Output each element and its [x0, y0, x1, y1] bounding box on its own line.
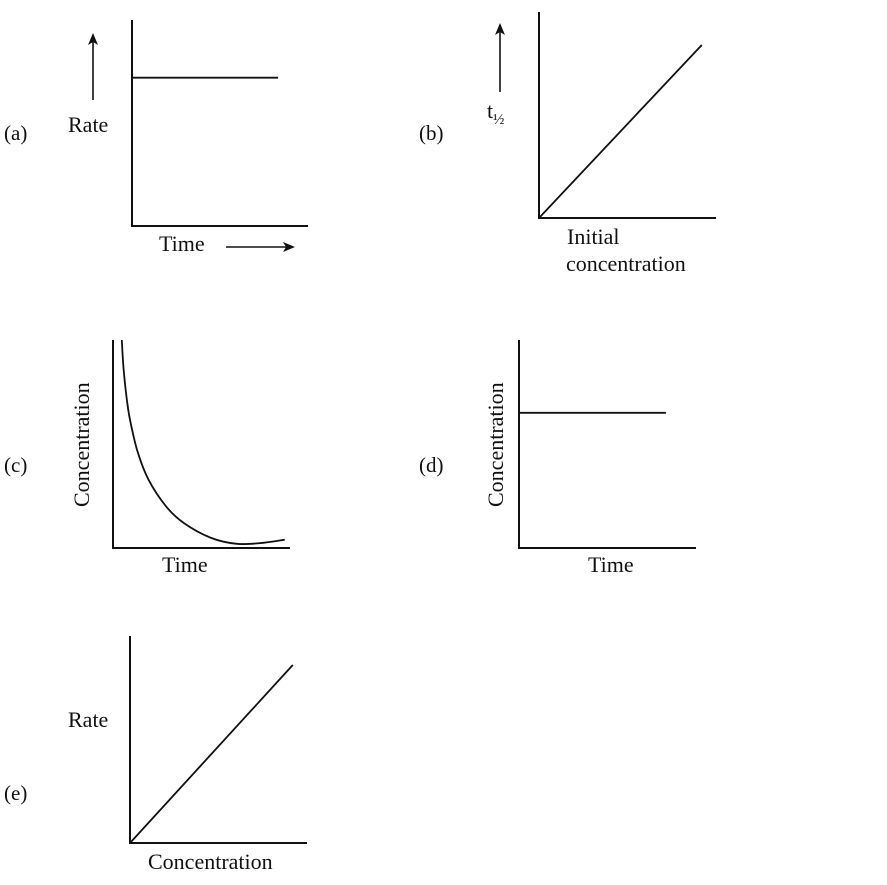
panel-a-axes: [131, 20, 308, 227]
panel-a: (a) Rate Time: [4, 20, 308, 256]
panel-c-axes: [112, 340, 290, 549]
panel-e: (e) Rate Concentration: [4, 636, 307, 874]
panel-e-letter: (e): [4, 781, 27, 805]
panel-e-rate-line: [129, 664, 294, 844]
panel-b-axes: [538, 12, 716, 219]
panel-d-axes: [518, 340, 696, 549]
panel-b-x-label-line-2: concentration: [566, 251, 686, 276]
panel-b-y-label-sub: ½: [493, 112, 504, 128]
panel-c: (c) Concentration Time: [4, 339, 290, 577]
panel-d-x-label: Time: [588, 552, 634, 577]
panel-a-x-label: Time: [159, 231, 205, 256]
panel-b-x-label-line-1: Initial: [567, 224, 620, 249]
panel-b-half-life-line: [538, 44, 703, 219]
panel-e-x-label: Concentration: [148, 849, 273, 874]
panel-b-y-label-main: t: [487, 98, 493, 123]
panel-e-y-label: Rate: [68, 707, 108, 732]
panel-c-y-label: Concentration: [69, 382, 94, 507]
panel-a-letter: (a): [4, 121, 27, 145]
panel-c-x-label: Time: [162, 552, 208, 577]
panel-c-letter: (c): [4, 453, 27, 477]
panel-d-y-label: Concentration: [483, 382, 508, 507]
panel-c-decay-curve: [120, 339, 285, 546]
panel-e-axes: [129, 636, 307, 844]
panel-d-letter: (d): [419, 453, 444, 477]
panel-a-y-label: Rate: [68, 112, 108, 137]
panel-b: (b) t½ Initial concentration: [419, 12, 716, 276]
panel-b-y-label: t½: [487, 98, 504, 128]
panel-d: (d) Concentration Time: [419, 340, 696, 577]
panel-b-letter: (b): [419, 121, 444, 145]
